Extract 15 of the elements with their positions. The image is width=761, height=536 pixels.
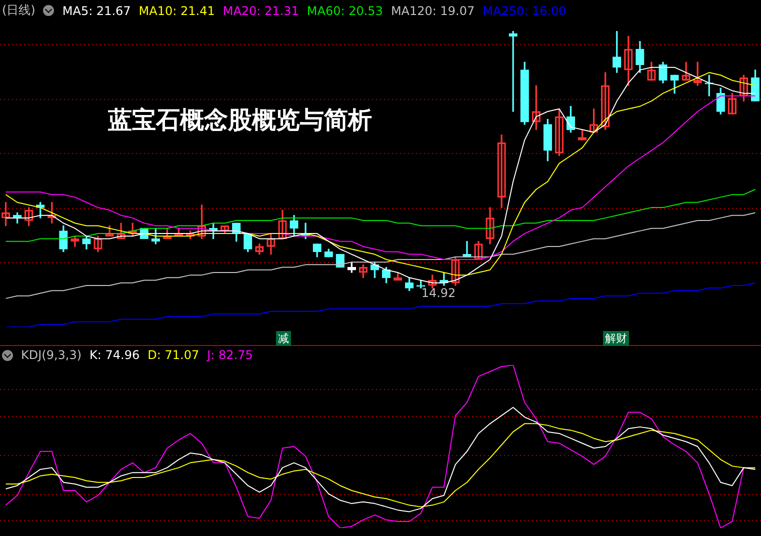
text: 解财 xyxy=(603,331,629,346)
text: 减 xyxy=(276,331,291,346)
text: MA5: 21.67 xyxy=(62,4,131,18)
text: J: 82.75 xyxy=(207,348,253,362)
text: D: 71.07 xyxy=(148,348,200,362)
text: MA120: 19.07 xyxy=(390,4,475,18)
text: MA60: 20.53 xyxy=(306,4,383,18)
chart-subtitle: (日线) xyxy=(2,2,36,19)
annotation: 14.92 xyxy=(421,286,456,300)
text: 蓝宝石概念股概览与简析 xyxy=(108,105,372,136)
text: MA20: 21.31 xyxy=(222,4,299,18)
chart-title: KDJ(9,3,3) xyxy=(21,348,82,362)
text: K: 74.96 xyxy=(90,348,140,362)
text: MA10: 21.41 xyxy=(138,4,215,18)
text: MA250: 16.00 xyxy=(482,4,566,18)
